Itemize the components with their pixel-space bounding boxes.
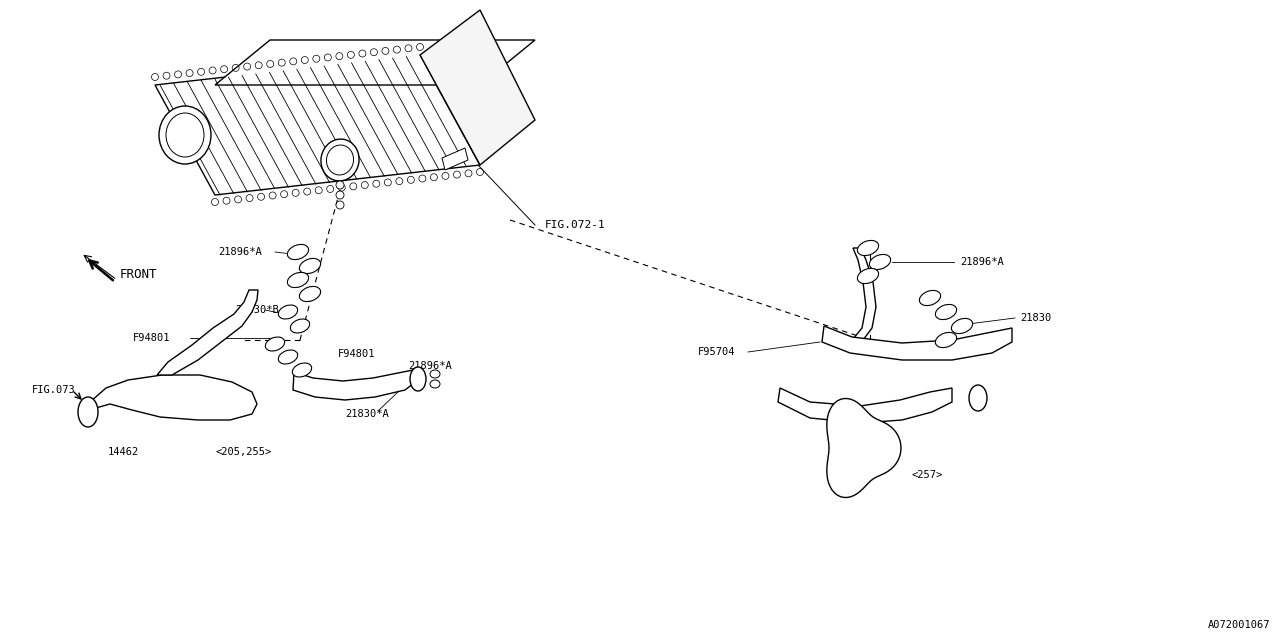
Polygon shape (442, 148, 468, 170)
Ellipse shape (292, 363, 311, 377)
Text: FRONT: FRONT (120, 268, 157, 280)
Ellipse shape (430, 380, 440, 388)
Ellipse shape (869, 255, 891, 269)
Circle shape (335, 201, 344, 209)
Text: 21896*A: 21896*A (218, 247, 261, 257)
Ellipse shape (936, 332, 956, 348)
Text: F95704: F95704 (698, 347, 736, 357)
Ellipse shape (300, 259, 320, 273)
Ellipse shape (288, 244, 308, 260)
Ellipse shape (936, 305, 956, 319)
Polygon shape (84, 375, 257, 422)
Polygon shape (157, 290, 259, 375)
Ellipse shape (159, 106, 211, 164)
Text: 21896*A: 21896*A (408, 361, 452, 371)
Ellipse shape (288, 273, 308, 287)
Ellipse shape (430, 370, 440, 378)
Polygon shape (155, 55, 480, 195)
Polygon shape (822, 326, 1012, 360)
Circle shape (335, 181, 344, 189)
Ellipse shape (969, 385, 987, 411)
Polygon shape (420, 10, 535, 165)
Ellipse shape (291, 319, 310, 333)
Polygon shape (215, 40, 535, 85)
Text: 21830*A: 21830*A (346, 409, 389, 419)
Polygon shape (293, 369, 419, 400)
Text: F94801: F94801 (133, 333, 170, 343)
Polygon shape (778, 388, 952, 423)
Text: 21830*B: 21830*B (236, 305, 279, 315)
Ellipse shape (858, 241, 878, 255)
Ellipse shape (858, 268, 878, 284)
Text: 14462: 14462 (840, 470, 872, 480)
Text: FIG.073: FIG.073 (32, 385, 76, 395)
Ellipse shape (78, 397, 99, 427)
Ellipse shape (278, 305, 298, 319)
Ellipse shape (919, 291, 941, 305)
Ellipse shape (278, 350, 298, 364)
Text: A072001067: A072001067 (1207, 620, 1270, 630)
Ellipse shape (265, 337, 284, 351)
Ellipse shape (951, 319, 973, 333)
Ellipse shape (321, 139, 360, 181)
Ellipse shape (410, 367, 426, 391)
Circle shape (335, 191, 344, 199)
Text: 21830: 21830 (1020, 313, 1051, 323)
Text: <205,255>: <205,255> (215, 447, 271, 457)
Polygon shape (849, 248, 876, 344)
Text: FIG.072-1: FIG.072-1 (545, 220, 605, 230)
Text: <257>: <257> (911, 470, 943, 480)
Text: F94801: F94801 (338, 349, 375, 359)
Text: 21896*A: 21896*A (960, 257, 1004, 267)
Polygon shape (827, 399, 901, 497)
Text: 14462: 14462 (108, 447, 140, 457)
Ellipse shape (300, 287, 320, 301)
